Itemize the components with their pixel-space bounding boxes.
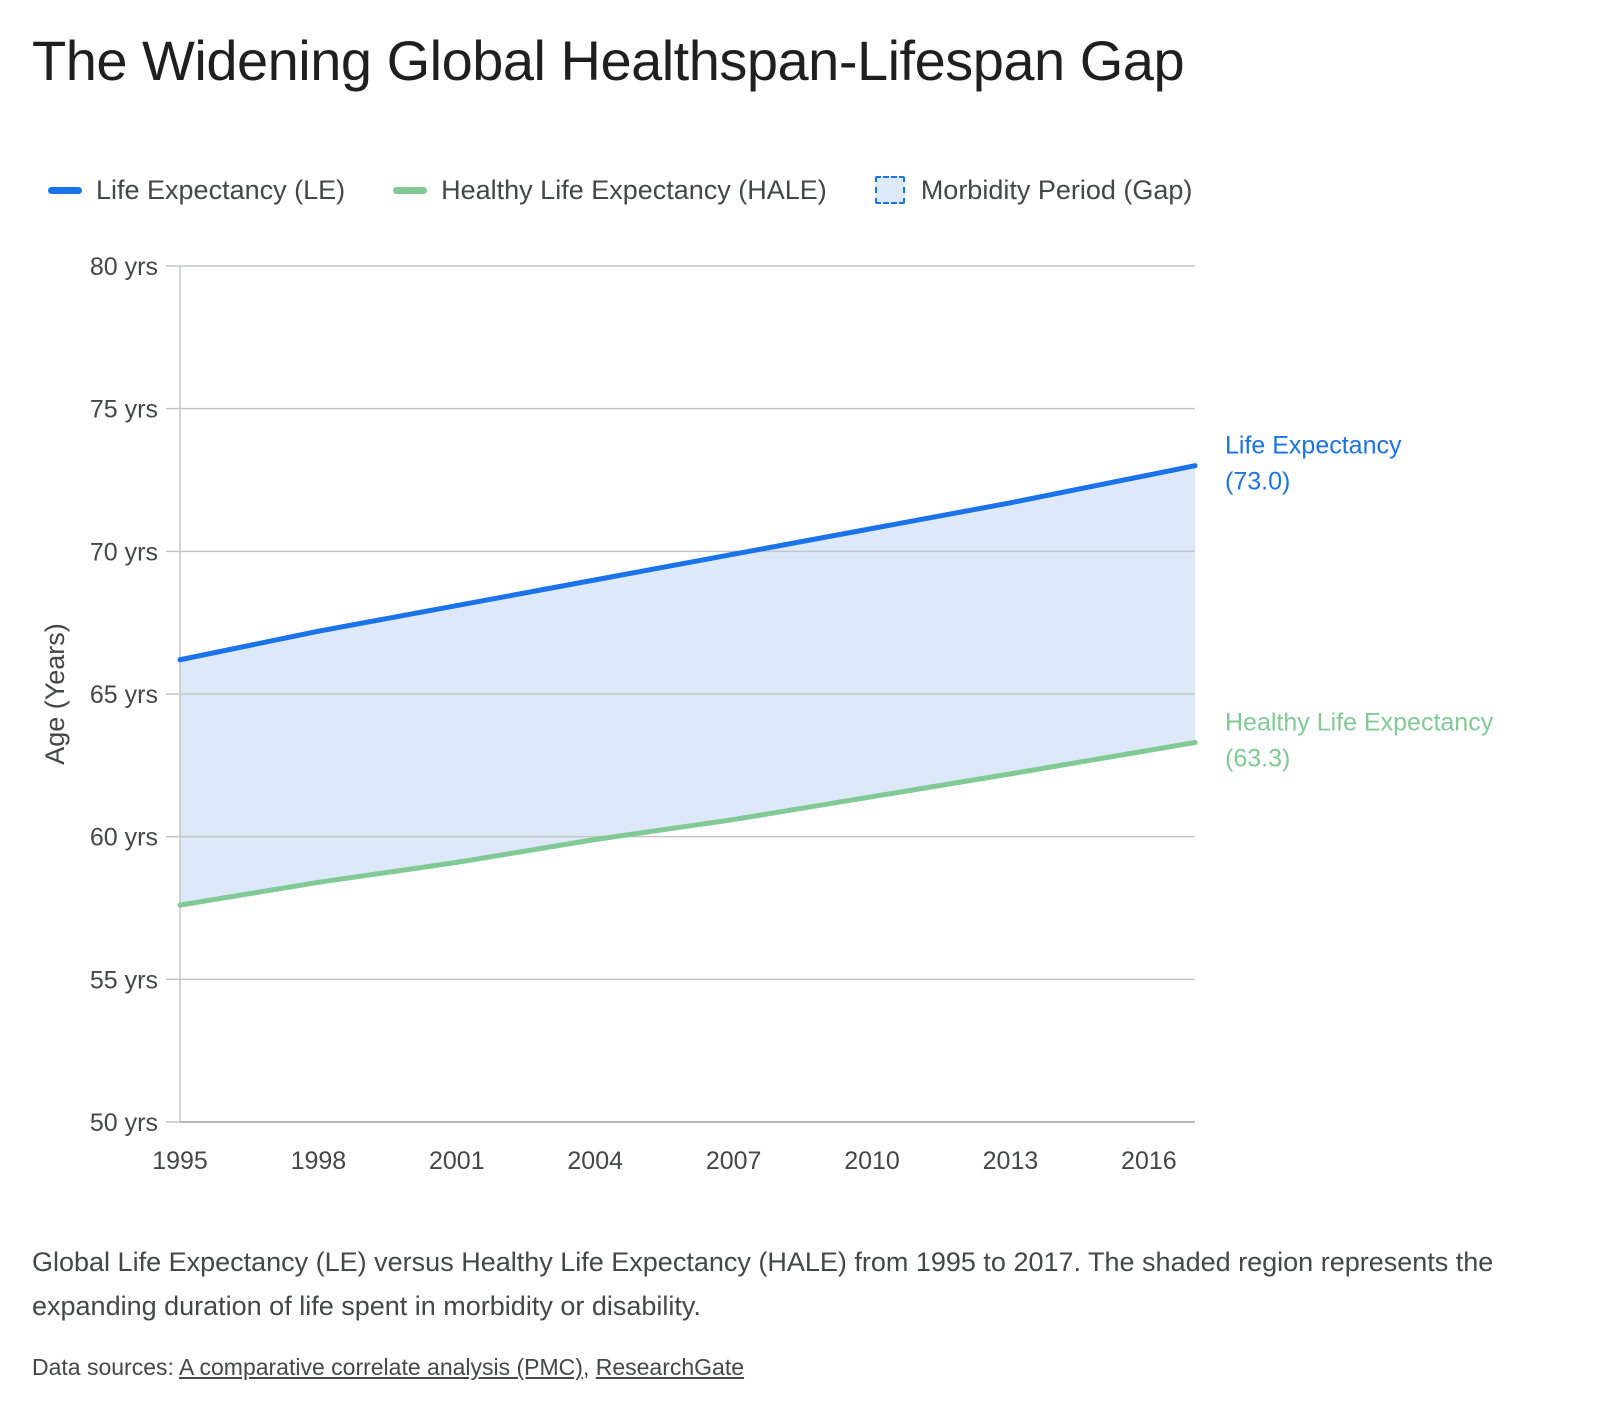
y-tick-label: 80 yrs [90,253,158,281]
le-data-point [1007,500,1013,506]
hale-data-point [731,817,737,823]
legend-item-le: Life Expectancy (LE) [48,175,345,206]
le-data-point [869,526,875,532]
y-tick-label: 75 yrs [90,396,158,424]
le-data-point [592,577,598,583]
sources-separator: , [582,1354,596,1380]
source-link-pmc[interactable]: A comparative correlate analysis (PMC) [179,1354,583,1380]
x-tick-label: 2007 [706,1147,762,1175]
legend-label-hale: Healthy Life Expectancy (HALE) [441,174,827,205]
y-tick-label: 60 yrs [90,824,158,852]
le-data-point [177,657,183,663]
x-tick-label: 2016 [1121,1147,1177,1175]
le-data-point [1192,463,1198,469]
y-axis-title: Age (Years) [40,623,70,765]
le-end-label-line1: Life Expectancy [1225,432,1402,460]
sources-prefix: Data sources: [32,1354,180,1380]
source-link-researchgate[interactable]: ResearchGate [595,1354,745,1380]
y-tick-label: 55 yrs [90,966,158,994]
x-tick-label: 1998 [291,1147,347,1175]
hale-data-point [592,837,598,843]
x-tick-label: 2013 [983,1147,1039,1175]
y-tick-label: 65 yrs [90,681,158,709]
le-end-label-line2: (73.0) [1225,468,1290,496]
le-series-line [177,463,1198,663]
hale-end-label-line2: (63.3) [1225,745,1290,773]
y-tick-label: 50 yrs [90,1109,158,1137]
legend-item-gap: Morbidity Period (Gap) [874,174,1193,206]
hale-data-point [315,879,321,885]
le-data-point [454,603,460,609]
le-data-point [731,551,737,557]
hale-swatch [393,186,428,194]
legend: Life Expectancy (LE) Healthy Life Expect… [48,170,1240,210]
hale-data-point [454,859,460,865]
chart-caption: Global Life Expectancy (LE) versus Healt… [32,1247,1494,1321]
hale-data-point [1192,740,1198,746]
line-chart: 50 yrs 55 yrs 60 yrs 65 yrs 70 yrs 75 yrs 80 y… [40,253,1494,1175]
chart-title: The Widening Global Healthspan-Lifespan … [32,29,1185,92]
le-swatch [48,186,82,194]
x-tick-label: 2001 [429,1147,485,1175]
le-data-point [315,628,321,634]
hale-data-point [177,902,183,908]
y-tick-label: 70 yrs [90,538,158,566]
gap-swatch [874,176,905,204]
x-tick-label: 1995 [152,1147,208,1175]
hale-end-label-line1: Healthy Life Expectancy [1225,709,1494,737]
morbidity-gap-area [180,465,1195,906]
legend-label-gap: Morbidity Period (Gap) [920,174,1193,205]
data-sources: Data sources: A comparative correlate an… [32,1354,744,1381]
hale-data-point [1007,771,1013,777]
legend-item-hale: Healthy Life Expectancy (HALE) [393,175,827,206]
x-tick-label: 2004 [567,1147,623,1175]
hale-series-line [177,740,1198,908]
hale-data-point [869,794,875,800]
legend-label-le: Life Expectancy (LE) [96,174,346,205]
x-tick-label: 2010 [844,1147,900,1175]
